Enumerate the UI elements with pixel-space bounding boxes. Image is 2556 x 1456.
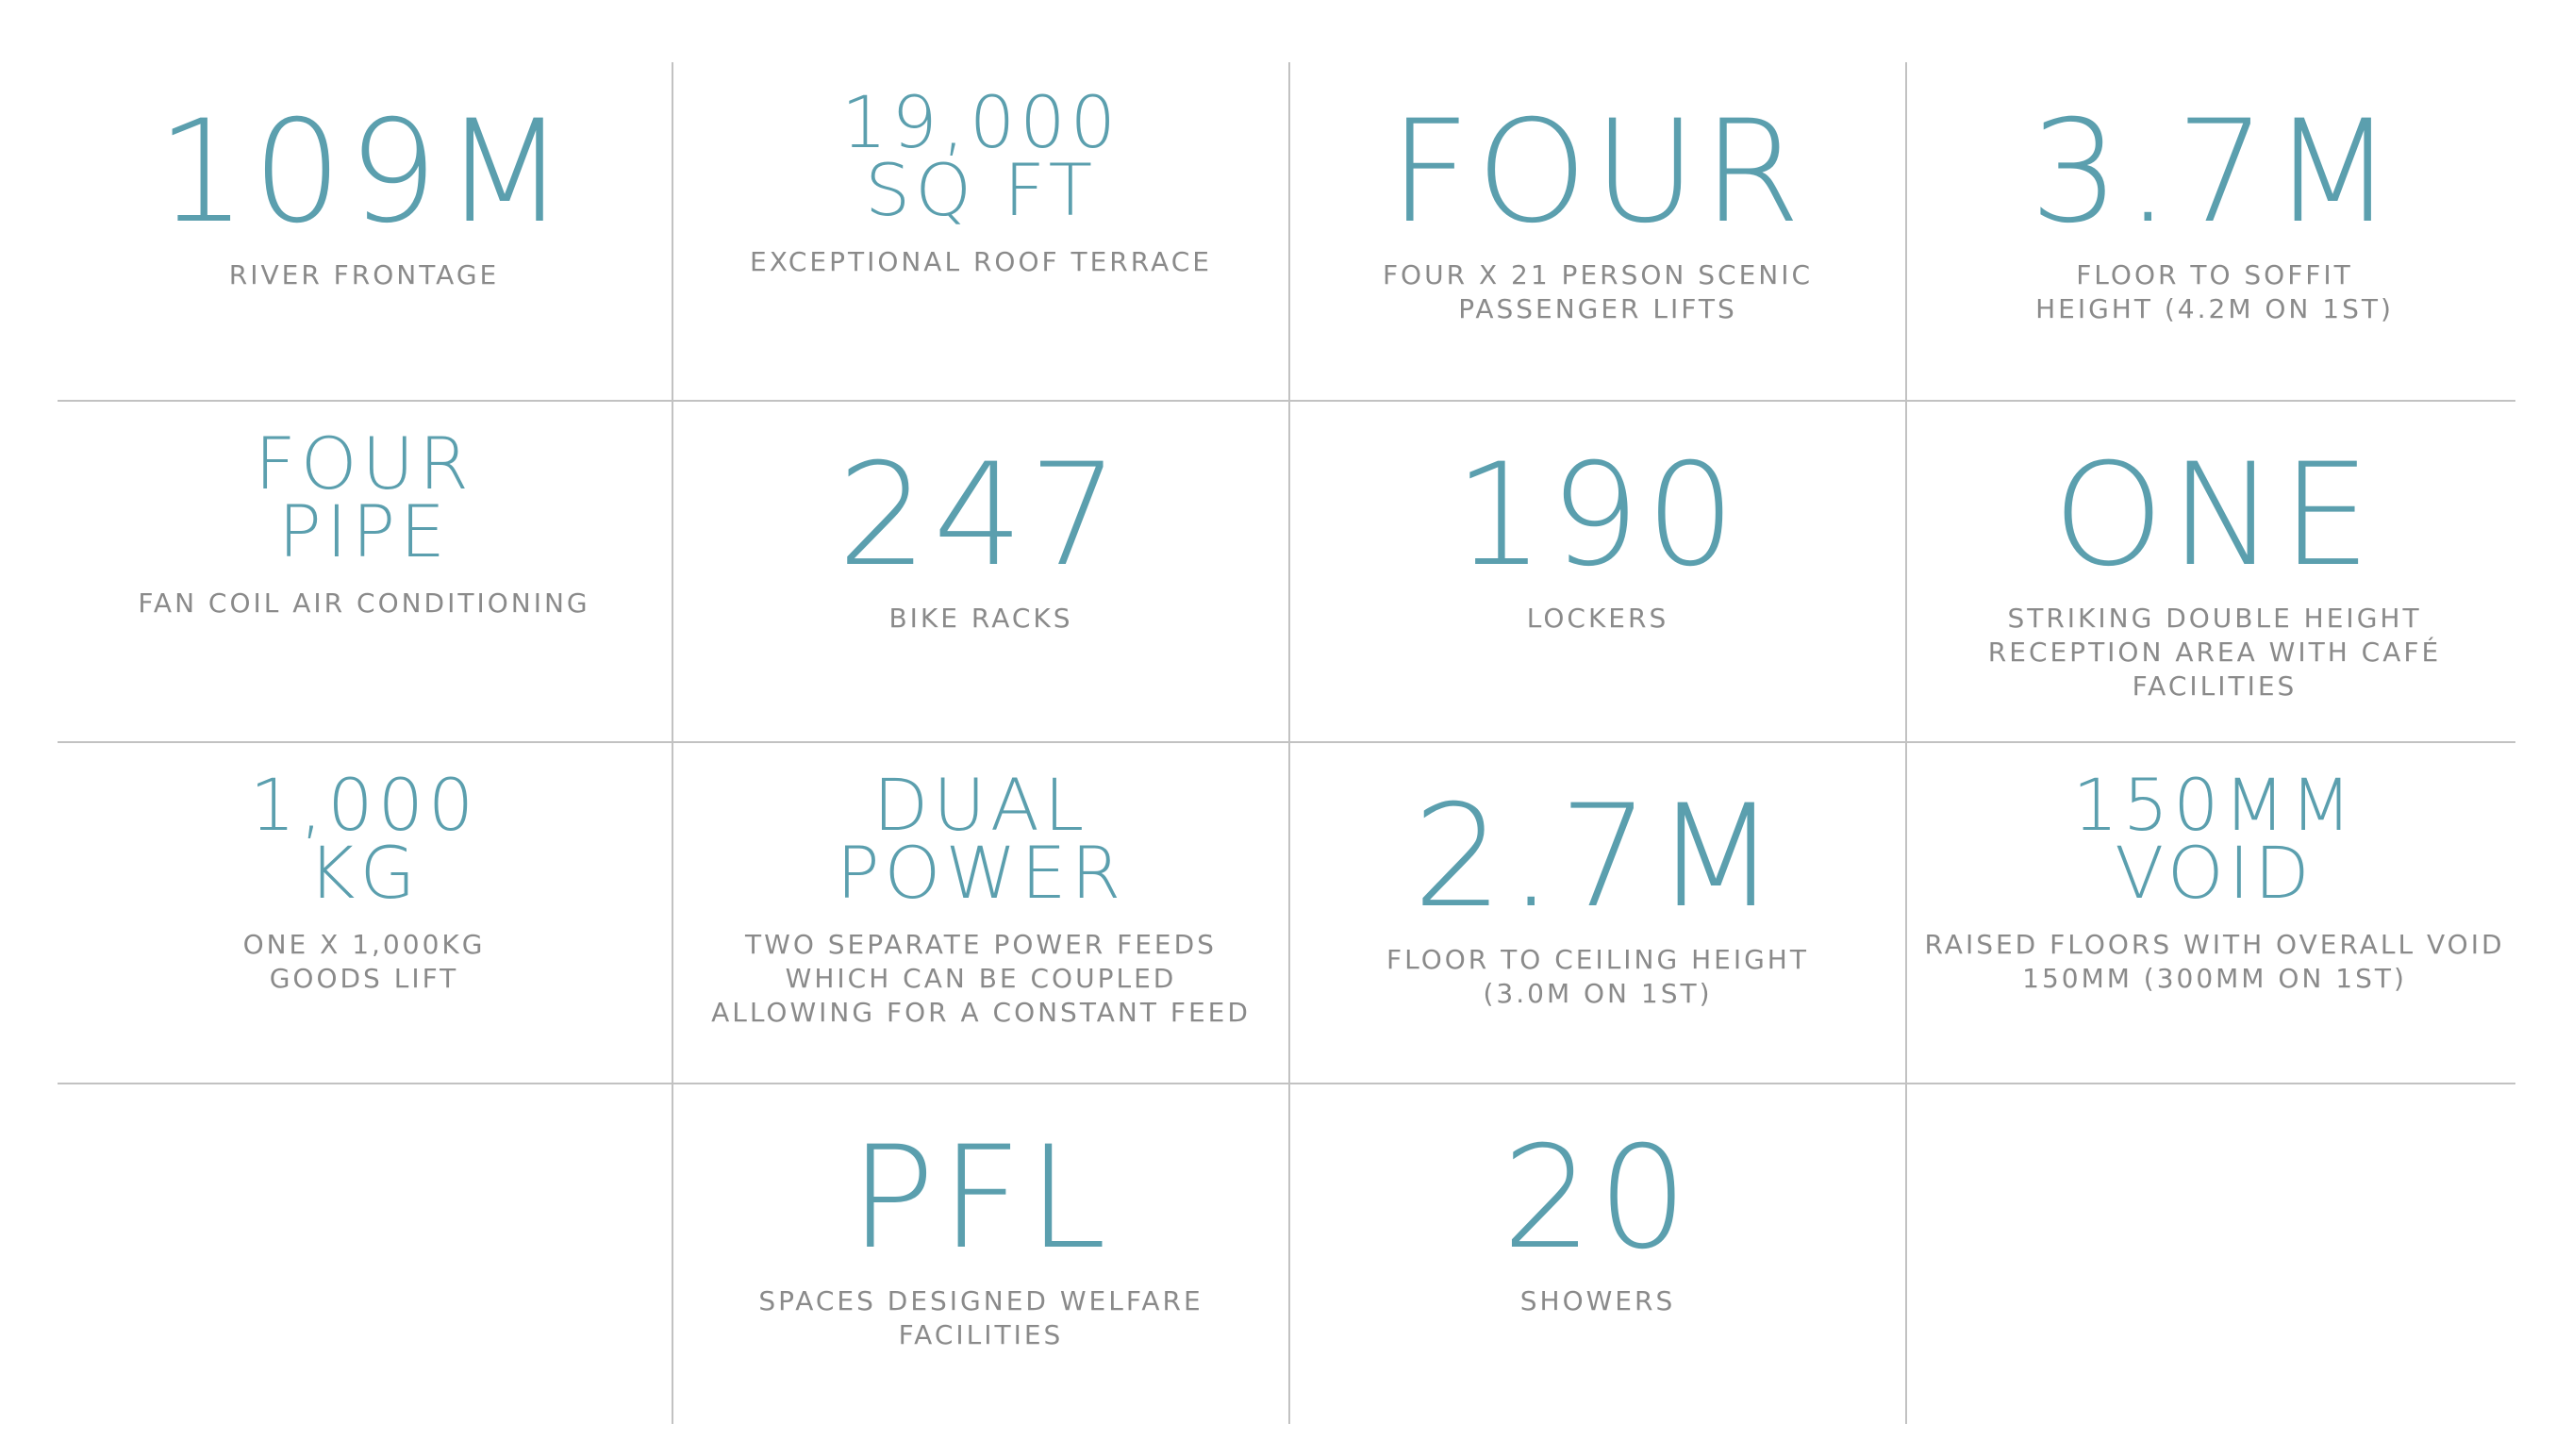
spec-value: FOUR	[1388, 91, 1807, 255]
spec-caption: STRIKING DOUBLE HEIGHT RECEPTION AREA WI…	[1987, 603, 2442, 702]
spec-value: 20	[1502, 1117, 1694, 1281]
spec-cell-floor-to-soffit: 3.7M FLOOR TO SOFFIT HEIGHT (4.2M ON 1ST…	[1905, 58, 2524, 400]
spec-caption: FLOOR TO SOFFIT HEIGHT (4.2M ON 1ST)	[2035, 259, 2394, 324]
spec-cell-floor-to-ceiling: 2.7M FLOOR TO CEILING HEIGHT (3.0M ON 1S…	[1288, 743, 1907, 1084]
column-divider	[672, 62, 673, 1424]
row-divider	[58, 741, 2515, 743]
spec-caption: EXCEPTIONAL ROOF TERRACE	[750, 246, 1212, 277]
spec-caption: FOUR X 21 PERSON SCENIC PASSENGER LIFTS	[1382, 259, 1814, 324]
column-divider	[1905, 62, 1907, 1424]
spec-cell-lockers: 190 LOCKERS	[1288, 402, 1907, 743]
spec-cell-bike-racks: 247 BIKE RACKS	[672, 402, 1290, 743]
spec-value: FOUR PIPE	[255, 422, 473, 573]
spec-cell-dual-power: DUAL POWER TWO SEPARATE POWER FEEDS WHIC…	[672, 743, 1290, 1084]
spec-cell-river-frontage: 109M RIVER FRONTAGE	[55, 58, 673, 400]
spec-cell-roof-terrace: 19,000 SQ FT EXCEPTIONAL ROOF TERRACE	[672, 58, 1290, 400]
spec-caption: SHOWERS	[1519, 1285, 1676, 1316]
spec-cell-lifts: FOUR FOUR X 21 PERSON SCENIC PASSENGER L…	[1288, 58, 1907, 400]
spec-cell-showers: 20 SHOWERS	[1288, 1084, 1907, 1426]
spec-value: 3.7M	[2030, 91, 2399, 255]
spec-caption: BIKE RACKS	[888, 603, 1073, 634]
spec-value: 2.7M	[1413, 775, 1783, 939]
spec-cell-reception: ONE STRIKING DOUBLE HEIGHT RECEPTION ARE…	[1905, 402, 2524, 743]
spec-value: 150MM VOID	[2072, 763, 2357, 915]
spec-caption: SPACES DESIGNED WELFARE FACILITIES	[758, 1285, 1203, 1350]
row-divider	[58, 400, 2515, 402]
column-divider	[1288, 62, 1290, 1424]
spec-cell-air-conditioning: FOUR PIPE FAN COIL AIR CONDITIONING	[55, 402, 673, 743]
spec-cell-goods-lift: 1,000 KG ONE X 1,000KG GOODS LIFT	[55, 743, 673, 1084]
spec-caption: FAN COIL AIR CONDITIONING	[138, 587, 590, 619]
spec-value: 109M	[157, 91, 572, 255]
spec-caption: TWO SEPARATE POWER FEEDS WHICH CAN BE CO…	[711, 929, 1251, 1028]
spec-caption: RIVER FRONTAGE	[228, 259, 500, 290]
spec-caption: ONE X 1,000KG GOODS LIFT	[242, 929, 486, 994]
spec-caption: RAISED FLOORS WITH OVERALL VOID 150MM (3…	[1924, 929, 2505, 994]
spec-value: ONE	[2052, 434, 2377, 598]
spec-cell-raised-floors: 150MM VOID RAISED FLOORS WITH OVERALL VO…	[1905, 743, 2524, 1084]
spec-value: PFL	[849, 1117, 1113, 1281]
spec-caption: LOCKERS	[1526, 603, 1669, 634]
row-divider	[58, 1083, 2515, 1084]
spec-value: 19,000 SQ FT	[841, 80, 1120, 232]
spec-value: 1,000 KG	[249, 763, 479, 915]
spec-caption: FLOOR TO CEILING HEIGHT (3.0M ON 1ST)	[1386, 944, 1809, 1009]
spec-value: 190	[1453, 434, 1742, 598]
spec-value: 247	[837, 434, 1125, 598]
spec-cell-welfare-facilities: PFL SPACES DESIGNED WELFARE FACILITIES	[672, 1084, 1290, 1426]
spec-value: DUAL POWER	[836, 763, 1126, 915]
